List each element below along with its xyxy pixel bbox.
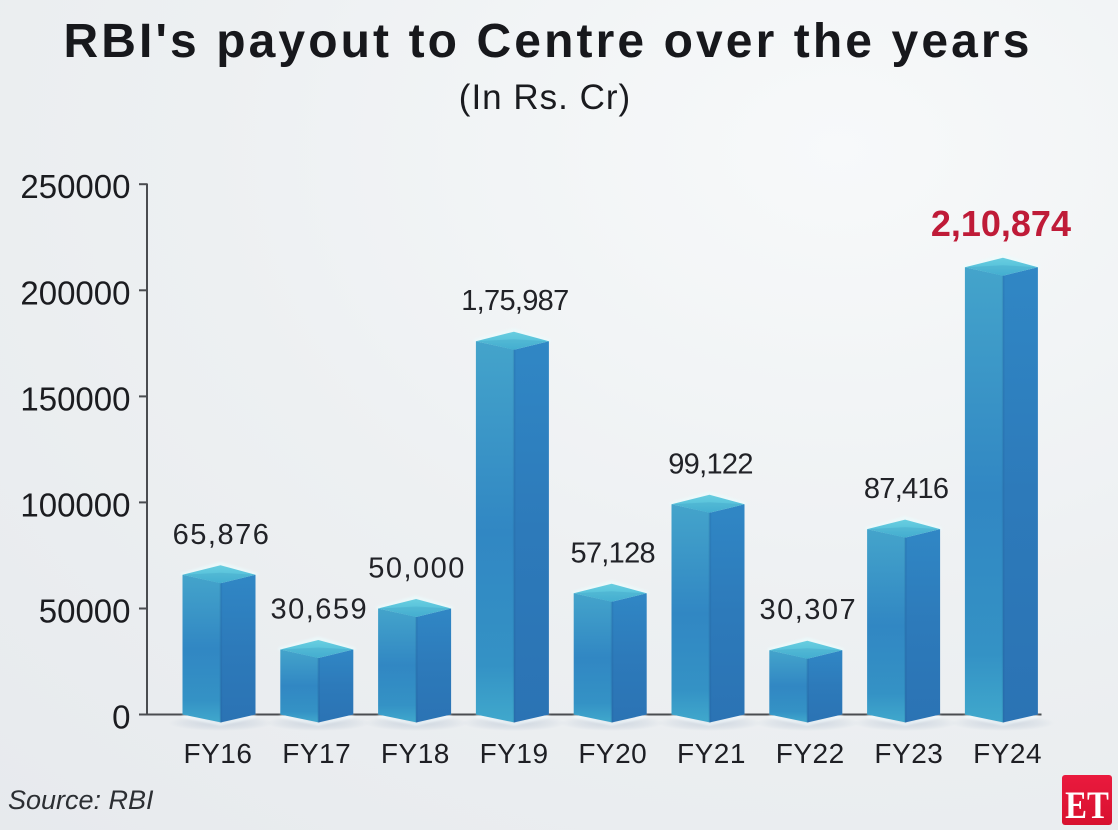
svg-text:250000: 250000 (20, 168, 130, 205)
svg-text:FY18: FY18 (381, 738, 450, 769)
svg-text:1,75,987: 1,75,987 (461, 285, 568, 317)
svg-text:100000: 100000 (20, 486, 130, 523)
svg-text:0: 0 (112, 699, 130, 736)
svg-text:FY16: FY16 (184, 738, 253, 769)
svg-text:2,10,874: 2,10,874 (931, 203, 1071, 244)
svg-text:57,128: 57,128 (570, 537, 655, 569)
svg-text:FY21: FY21 (677, 738, 746, 769)
svg-text:50000: 50000 (39, 593, 131, 630)
svg-text:30,659: 30,659 (270, 594, 368, 626)
svg-text:87,416: 87,416 (864, 473, 949, 505)
svg-text:200000: 200000 (20, 274, 130, 311)
svg-text:FY19: FY19 (480, 738, 549, 769)
svg-text:150000: 150000 (20, 380, 130, 417)
svg-text:30,307: 30,307 (759, 594, 857, 626)
svg-text:65,876: 65,876 (173, 519, 271, 551)
svg-text:99,122: 99,122 (668, 448, 753, 480)
svg-text:FY20: FY20 (578, 738, 647, 769)
svg-text:FY23: FY23 (874, 738, 943, 769)
svg-text:FY24: FY24 (973, 738, 1042, 769)
svg-text:FY22: FY22 (776, 738, 845, 769)
svg-text:FY17: FY17 (282, 738, 351, 769)
svg-text:50,000: 50,000 (368, 553, 466, 585)
